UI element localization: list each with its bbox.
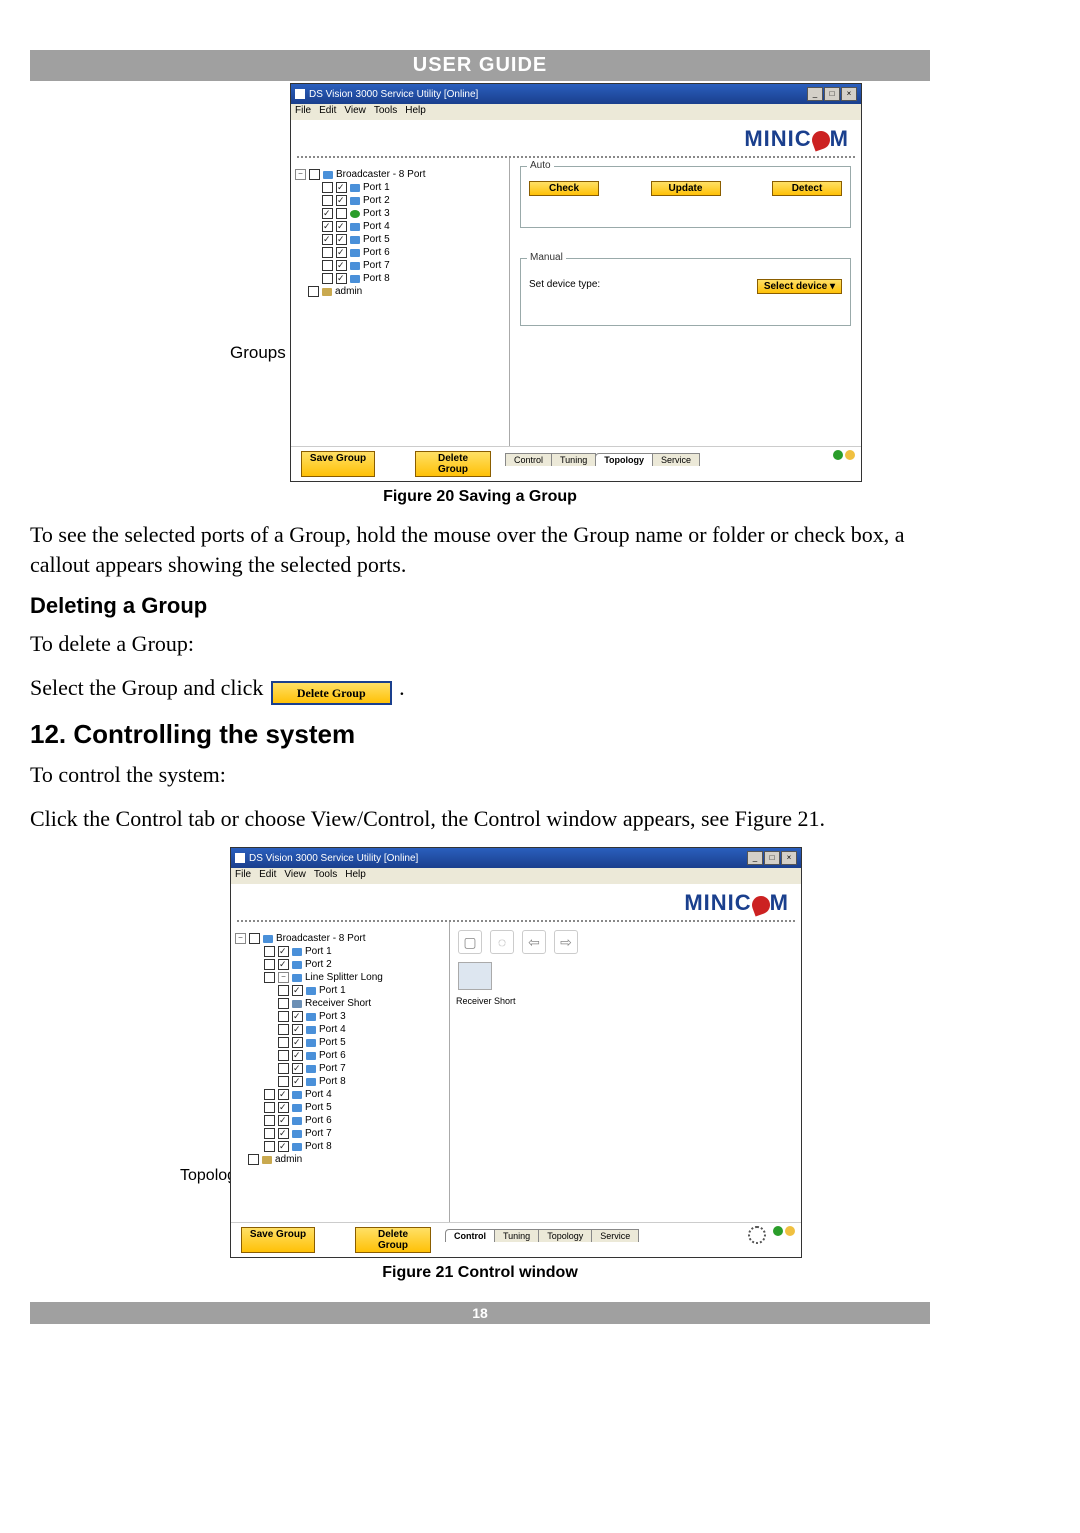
menu-edit-21[interactable]: Edit bbox=[259, 869, 276, 883]
save-group-button[interactable]: Save Group bbox=[301, 451, 375, 477]
receiver-label: Receiver Short bbox=[454, 994, 797, 1008]
close-button[interactable]: × bbox=[841, 87, 857, 101]
minimize-button-21[interactable]: _ bbox=[747, 851, 763, 865]
titlebar: DS Vision 3000 Service Utility [Online] … bbox=[291, 84, 861, 104]
control-icon-2[interactable]: ◌ bbox=[490, 930, 514, 954]
refresh-icon[interactable] bbox=[748, 1226, 766, 1244]
menubar: File Edit View Tools Help bbox=[291, 104, 861, 120]
tree-pane-21: − Broadcaster - 8 Port Port 1 Port 2 − L… bbox=[231, 922, 450, 1222]
tab-control-21[interactable]: Control bbox=[445, 1229, 495, 1242]
delete-group-button[interactable]: Delete Group bbox=[415, 451, 491, 477]
control-icon-back[interactable]: ⇦ bbox=[522, 930, 546, 954]
tab-tuning[interactable]: Tuning bbox=[551, 453, 596, 466]
app-window-fig21: DS Vision 3000 Service Utility [Online] … bbox=[230, 847, 802, 1258]
save-group-button-21[interactable]: Save Group bbox=[241, 1227, 315, 1253]
control-icon-fwd[interactable]: ⇨ bbox=[554, 930, 578, 954]
menu-view[interactable]: View bbox=[344, 105, 366, 119]
menu-edit[interactable]: Edit bbox=[319, 105, 336, 119]
control-icon-1[interactable]: ▢ bbox=[458, 930, 482, 954]
para-delete1: To delete a Group: bbox=[30, 629, 930, 659]
close-button-21[interactable]: × bbox=[781, 851, 797, 865]
maximize-button-21[interactable]: □ bbox=[764, 851, 780, 865]
menu-help[interactable]: Help bbox=[405, 105, 426, 119]
receiver-thumb[interactable] bbox=[458, 962, 492, 990]
minimize-button[interactable]: _ bbox=[807, 87, 823, 101]
detect-button[interactable]: Detect bbox=[772, 181, 842, 196]
heading-controlling: 12. Controlling the system bbox=[30, 719, 930, 750]
tab-service-21[interactable]: Service bbox=[591, 1229, 639, 1242]
heading-deleting: Deleting a Group bbox=[30, 593, 930, 619]
para-control2: Click the Control tab or choose View/Con… bbox=[30, 804, 930, 834]
manual-label: Set device type: bbox=[529, 279, 600, 294]
tab-tuning-21[interactable]: Tuning bbox=[494, 1229, 539, 1242]
menu-file-21[interactable]: File bbox=[235, 869, 251, 883]
tab-topology-21[interactable]: Topology bbox=[538, 1229, 592, 1242]
figure-21-caption: Figure 21 Control window bbox=[30, 1264, 930, 1282]
check-button[interactable]: Check bbox=[529, 181, 599, 196]
window-title-21: DS Vision 3000 Service Utility [Online] bbox=[249, 853, 418, 864]
menu-tools[interactable]: Tools bbox=[374, 105, 397, 119]
page-footer: 18 bbox=[30, 1302, 930, 1324]
titlebar-21: DS Vision 3000 Service Utility [Online] … bbox=[231, 848, 801, 868]
logo: MINICM bbox=[744, 126, 849, 151]
inline-delete-group-button[interactable]: Delete Group bbox=[271, 681, 392, 705]
update-button[interactable]: Update bbox=[651, 181, 721, 196]
tree-pane: − Broadcaster - 8 Port Port 1 Port 2 Por… bbox=[291, 158, 510, 446]
manual-legend: Manual bbox=[527, 252, 566, 263]
auto-legend: Auto bbox=[527, 160, 554, 171]
para-delete2: Select the Group and click Delete Group … bbox=[30, 673, 930, 705]
logo-21: MINICM bbox=[684, 890, 789, 915]
app-window-fig20: DS Vision 3000 Service Utility [Online] … bbox=[290, 83, 862, 482]
tab-service[interactable]: Service bbox=[652, 453, 700, 466]
menu-help-21[interactable]: Help bbox=[345, 869, 366, 883]
menubar-21: File Edit View Tools Help bbox=[231, 868, 801, 884]
window-title: DS Vision 3000 Service Utility [Online] bbox=[309, 89, 478, 100]
menu-file[interactable]: File bbox=[295, 105, 311, 119]
maximize-button[interactable]: □ bbox=[824, 87, 840, 101]
delete-group-button-21[interactable]: Delete Group bbox=[355, 1227, 431, 1253]
figure-21: Topology Control icons Connected devices… bbox=[230, 847, 830, 1258]
select-device-button[interactable]: Select device ▾ bbox=[757, 279, 842, 294]
para-hover: To see the selected ports of a Group, ho… bbox=[30, 520, 930, 579]
page-header: USER GUIDE bbox=[30, 50, 930, 81]
menu-tools-21[interactable]: Tools bbox=[314, 869, 337, 883]
menu-view-21[interactable]: View bbox=[284, 869, 306, 883]
figure-20: Groups appear here DS Vision 3000 Servic… bbox=[100, 83, 860, 482]
figure-20-caption: Figure 20 Saving a Group bbox=[30, 488, 930, 506]
para-control1: To control the system: bbox=[30, 760, 930, 790]
tab-topology[interactable]: Topology bbox=[595, 453, 653, 466]
tab-control[interactable]: Control bbox=[505, 453, 552, 466]
